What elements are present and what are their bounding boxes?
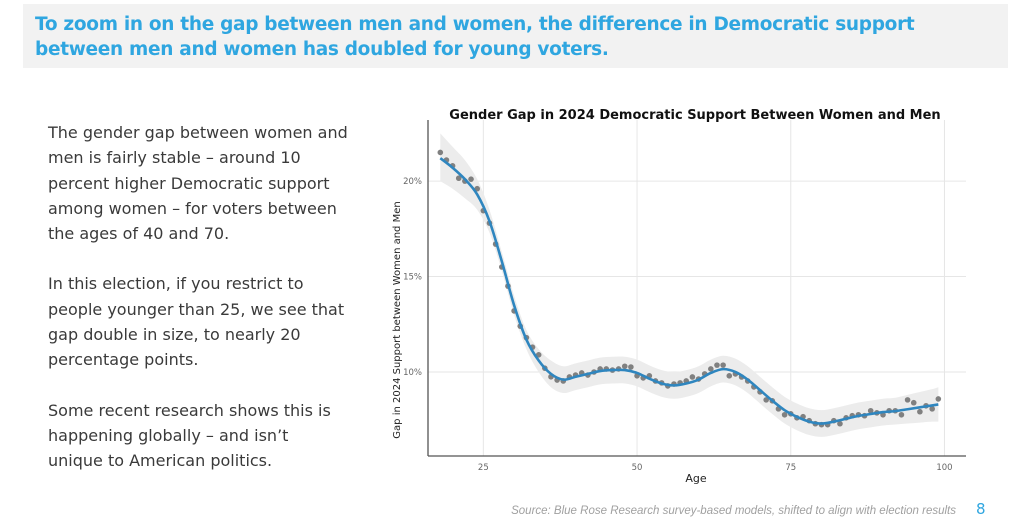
data-point (763, 397, 769, 403)
data-point (468, 176, 474, 182)
paragraph-stable-gap: The gender gap between women and men is … (48, 123, 348, 244)
data-point (689, 374, 696, 380)
data-point (781, 411, 788, 418)
data-point (708, 366, 714, 372)
data-point (726, 373, 733, 379)
header-bar: To zoom in on the gap between men and wo… (23, 4, 1008, 68)
y-tick-label: 10% (403, 368, 422, 378)
data-point (628, 364, 634, 370)
data-point (929, 406, 935, 412)
data-point (910, 399, 917, 406)
chart-title: Gender Gap in 2024 Democratic Support Be… (449, 108, 940, 123)
data-point (455, 175, 462, 182)
page-number: 8 (976, 500, 986, 518)
axes (427, 120, 966, 457)
data-point (437, 149, 444, 156)
y-tick-label: 20% (403, 177, 422, 187)
data-point (898, 411, 905, 418)
trend-line (439, 157, 939, 425)
source-note: Source: Blue Rose Research survey-based … (511, 505, 956, 517)
x-tick-label: 75 (785, 463, 796, 473)
slide-title: To zoom in on the gap between men and wo… (35, 14, 915, 60)
chart-svg: Gender Gap in 2024 Democratic Support Be… (392, 108, 966, 485)
data-point (535, 352, 542, 358)
y-axis-label: Gap in 2024 Support between Women and Me… (392, 201, 403, 438)
data-point (714, 362, 720, 368)
tick-labels: 25 50 75 100 10% 15% 20% (403, 177, 953, 473)
data-point (867, 407, 874, 414)
data-point (621, 363, 628, 370)
x-tick-label: 50 (632, 463, 643, 473)
data-point (837, 420, 843, 427)
y-tick-label: 15% (403, 273, 422, 283)
chart: Gender Gap in 2024 Democratic Support Be… (380, 100, 980, 495)
data-point (935, 396, 942, 402)
data-point (917, 408, 923, 415)
paragraph-global-research: Some recent research shows this is happe… (48, 400, 331, 471)
x-axis-label: Age (685, 472, 707, 485)
data-point (720, 362, 726, 368)
paragraph-young-voters: In this election, if you restrict to peo… (48, 274, 345, 370)
body-text: The gender gap between women and men is … (48, 120, 348, 499)
data-point (904, 397, 911, 403)
confidence-band (440, 133, 939, 437)
x-tick-label: 100 (936, 463, 952, 473)
x-tick-label: 25 (478, 463, 489, 473)
